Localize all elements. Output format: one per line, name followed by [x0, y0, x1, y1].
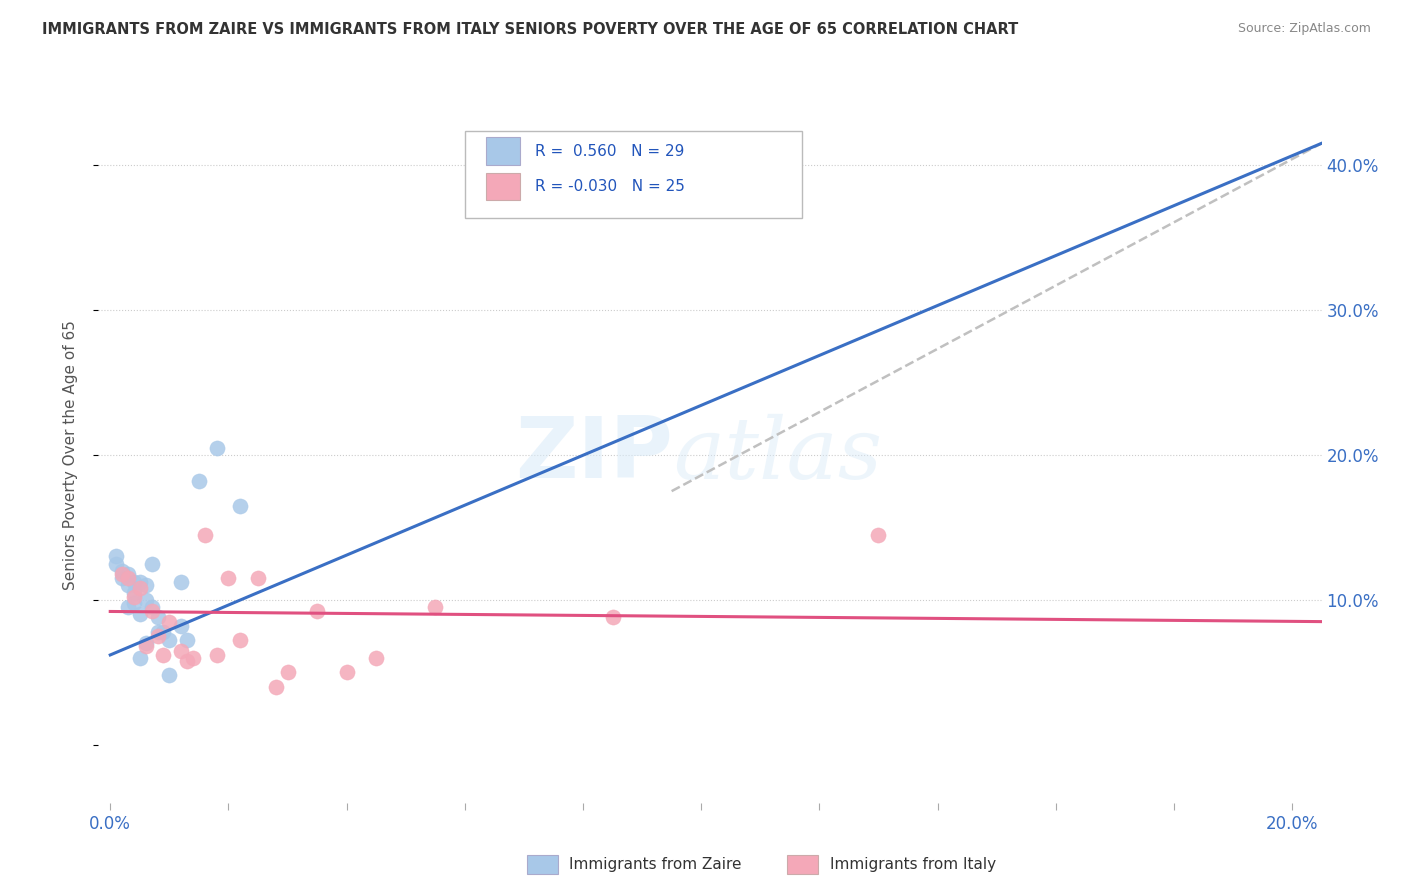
FancyBboxPatch shape — [486, 137, 520, 165]
Point — [217, 571, 239, 585]
Point — [135, 592, 157, 607]
Point — [425, 600, 447, 615]
Point — [146, 610, 169, 624]
Point — [117, 571, 139, 585]
Point — [135, 636, 157, 650]
Point — [128, 651, 150, 665]
Point — [246, 571, 269, 585]
Point — [146, 624, 169, 639]
Text: R =  0.560   N = 29: R = 0.560 N = 29 — [536, 144, 685, 159]
Text: atlas: atlas — [673, 414, 883, 496]
Point — [122, 596, 145, 610]
Point — [170, 575, 193, 590]
Point — [152, 624, 174, 639]
Point — [176, 654, 198, 668]
Point — [135, 578, 157, 592]
Point — [111, 564, 134, 578]
FancyBboxPatch shape — [465, 131, 801, 219]
Point — [170, 643, 193, 657]
Text: Immigrants from Zaire: Immigrants from Zaire — [569, 857, 742, 871]
Point — [141, 600, 163, 615]
Point — [146, 629, 169, 643]
Point — [181, 651, 204, 665]
Point — [157, 633, 180, 648]
Point — [111, 571, 134, 585]
Point — [128, 575, 150, 590]
Point — [111, 566, 134, 581]
Point — [141, 605, 163, 619]
Point — [157, 615, 180, 629]
Y-axis label: Seniors Poverty Over the Age of 65: Seniors Poverty Over the Age of 65 — [63, 320, 77, 590]
Point — [868, 527, 890, 541]
Point — [602, 610, 624, 624]
Point — [194, 527, 217, 541]
Point — [128, 607, 150, 622]
Point — [117, 566, 139, 581]
Point — [229, 499, 252, 513]
Text: R = -0.030   N = 25: R = -0.030 N = 25 — [536, 179, 685, 194]
Point — [187, 474, 209, 488]
Text: ZIP: ZIP — [516, 413, 673, 497]
Point — [117, 600, 139, 615]
Text: Source: ZipAtlas.com: Source: ZipAtlas.com — [1237, 22, 1371, 36]
Point — [141, 557, 163, 571]
Point — [366, 651, 388, 665]
Point — [152, 648, 174, 662]
Point — [135, 639, 157, 653]
FancyBboxPatch shape — [486, 173, 520, 201]
Point — [105, 557, 128, 571]
Point — [264, 680, 287, 694]
Point — [122, 590, 145, 604]
Point — [117, 578, 139, 592]
Point — [128, 582, 150, 596]
Point — [122, 585, 145, 599]
Point — [105, 549, 128, 564]
Point — [157, 668, 180, 682]
Point — [205, 441, 228, 455]
Point — [276, 665, 298, 680]
Point — [122, 575, 145, 590]
Point — [229, 633, 252, 648]
Point — [307, 605, 329, 619]
Point — [176, 633, 198, 648]
Text: Immigrants from Italy: Immigrants from Italy — [830, 857, 995, 871]
Point — [205, 648, 228, 662]
Point — [336, 665, 359, 680]
Text: IMMIGRANTS FROM ZAIRE VS IMMIGRANTS FROM ITALY SENIORS POVERTY OVER THE AGE OF 6: IMMIGRANTS FROM ZAIRE VS IMMIGRANTS FROM… — [42, 22, 1018, 37]
Point — [170, 619, 193, 633]
